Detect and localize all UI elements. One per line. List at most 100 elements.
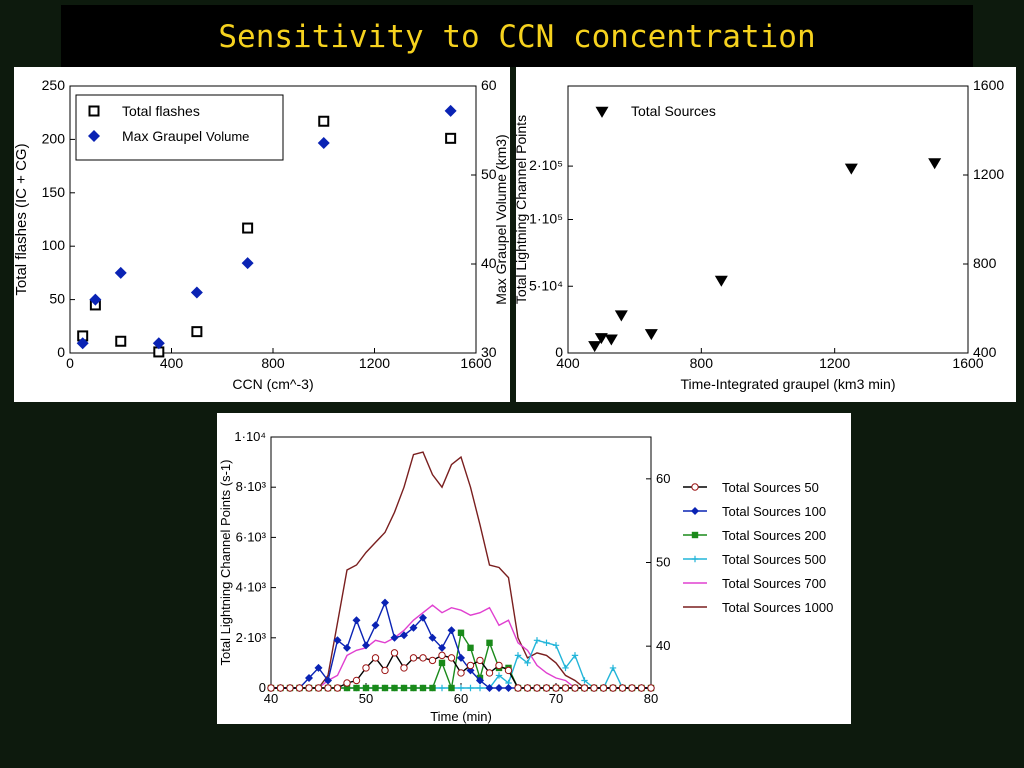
series-point: [381, 598, 389, 607]
series-point: [371, 621, 380, 630]
graupel-point: [114, 266, 127, 279]
sources-point: [928, 158, 942, 170]
series-point: [409, 654, 418, 662]
series-point: [352, 616, 361, 625]
series-point: [276, 684, 285, 692]
y-tick-label: 0: [259, 680, 266, 695]
series-point: [438, 651, 446, 660]
series-point: [514, 652, 522, 659]
y2-tick-label: 1600: [973, 77, 1004, 93]
series-point: [467, 644, 474, 652]
series-point: [457, 684, 465, 692]
series-point: [438, 684, 446, 692]
legend-marker-graupel: [88, 130, 100, 142]
series-point: [599, 684, 608, 692]
series-point: [400, 631, 408, 640]
x-tick-label: 400: [556, 355, 580, 371]
series-point: [467, 684, 474, 692]
series-point: [381, 684, 389, 692]
y-tick-label: 2·10³: [236, 630, 267, 645]
series-point: [419, 654, 427, 662]
legend-label-graupel-suffix: Volume: [206, 129, 249, 144]
series-point: [353, 684, 360, 692]
series-point: [609, 684, 617, 692]
y-tick-label: 0: [555, 344, 563, 360]
series-point: [485, 684, 494, 692]
series-point: [618, 684, 627, 692]
graupel-point: [76, 337, 89, 350]
series-point: [362, 664, 370, 672]
y-tick-label: 5·10⁴: [529, 277, 563, 293]
series-point: [523, 684, 532, 692]
sources-point: [844, 163, 858, 175]
series-point: [542, 684, 551, 692]
series-point: [628, 684, 636, 692]
sources-point: [644, 329, 658, 341]
y-axis-label: Total Lightning Channel Points: [516, 115, 529, 304]
y-tick-label: 200: [42, 130, 66, 146]
series-point: [267, 684, 275, 692]
series-point: [419, 684, 427, 692]
y2-tick-label: 60: [481, 77, 497, 93]
y-axis-label: Total Lightning Channel Points (s-1): [218, 460, 233, 666]
series-line: [271, 451, 651, 689]
x-axis-label: Time-Integrated graupel (km3 min): [680, 376, 895, 392]
series-point: [400, 684, 408, 692]
y2-tick-label: 50: [481, 166, 497, 182]
series-point: [524, 659, 531, 667]
graupel-point: [152, 337, 165, 350]
series-point: [457, 653, 465, 662]
series-point: [637, 684, 646, 692]
legend-label-sources: Total Sources: [631, 103, 716, 119]
sources-point: [614, 310, 628, 322]
series-point: [362, 641, 370, 650]
series-point: [391, 684, 398, 692]
y-axis-label: Total flashes (IC + CG): [14, 143, 30, 295]
sources-point: [604, 334, 618, 346]
legend-label: Total Sources 100: [722, 504, 826, 519]
y2-tick-label: 1200: [973, 166, 1004, 182]
series-point: [381, 666, 389, 675]
slide-title: Sensitivity to CCN concentration: [218, 19, 816, 55]
series-point: [447, 626, 456, 635]
series-point: [647, 684, 655, 692]
legend-marker: [691, 555, 699, 563]
series-point: [371, 654, 380, 662]
series-point: [514, 684, 522, 692]
graupel-point: [241, 257, 254, 270]
series-point: [552, 684, 560, 692]
y2-tick-label: 800: [973, 255, 997, 271]
sources-point: [714, 275, 728, 287]
series-point: [314, 684, 323, 692]
series-point: [428, 633, 437, 642]
series-point: [429, 684, 436, 692]
legend-marker: [691, 531, 699, 539]
y2-tick-label: 50: [656, 555, 670, 570]
series-point: [495, 684, 503, 692]
y2-tick-label: 400: [973, 344, 997, 360]
y-tick-label: 0: [57, 344, 65, 360]
x-tick-label: 1600: [460, 355, 491, 371]
legend-label: Total Sources 200: [722, 528, 826, 543]
panel-ccn-chart: 0 400 800 1200 1600 0 50 100 150 200 250 30 40 50 60 CC…: [14, 67, 510, 402]
legend-marker: [691, 483, 699, 491]
series-point: [362, 684, 370, 692]
series-point: [333, 636, 342, 645]
legend-label: Total Sources 1000: [722, 600, 833, 615]
panel-graupel-chart: 400 800 1200 1600 0 5·10⁴ 1·10⁵ 2·10⁵ 400 800 1200…: [516, 67, 1016, 402]
series-point: [286, 684, 294, 692]
flash-point: [445, 132, 457, 144]
x-tick-label: 400: [160, 355, 184, 371]
series-point: [495, 672, 503, 679]
series-point: [352, 676, 361, 685]
legend-label-graupel: Max Graupel Volume: [122, 128, 249, 144]
series-point: [390, 633, 399, 642]
panel-time-chart: 40 50 60 70 80 0 2·10³ 4·10³ 6·10³ 8·10³ 1·10⁴ 40 50…: [217, 413, 851, 724]
sources-point: [594, 333, 608, 345]
y-tick-label: 4·10³: [236, 580, 267, 595]
series-point: [409, 623, 418, 632]
title-bar: Sensitivity to CCN concentration: [61, 5, 973, 67]
graupel-point: [444, 104, 457, 117]
series-point: [495, 661, 503, 670]
series-point: [410, 684, 417, 692]
